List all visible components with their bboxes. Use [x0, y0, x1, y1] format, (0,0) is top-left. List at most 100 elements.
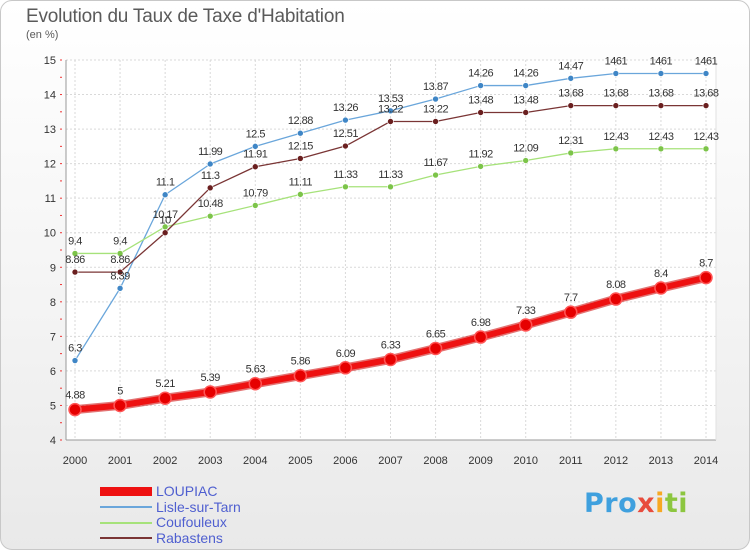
data-labels: 6.3 8.39 11.1 11.99 12.5 12.88 13.26 13.53 13.87… [65, 55, 719, 401]
y-tick-label: 5 [50, 400, 56, 412]
legend-item: LOUPIAC [100, 483, 241, 500]
data-point [567, 102, 575, 109]
data-point [564, 305, 578, 319]
unit-label: (en %) [26, 29, 59, 41]
data-label: 13.68 [603, 88, 628, 100]
data-label: 8.7 [699, 258, 713, 270]
data-label: 13.22 [423, 103, 448, 115]
data-label: 1461 [650, 55, 673, 67]
data-label: 6.33 [381, 340, 401, 352]
data-label: 13.68 [558, 88, 583, 100]
chart-title: Evolution du Taux de Taxe d'Habitation [26, 6, 345, 27]
data-point [477, 109, 484, 116]
data-label: 12.43 [693, 131, 718, 143]
data-point [297, 191, 304, 198]
data-point [657, 102, 665, 109]
data-label: 7.33 [516, 305, 536, 317]
y-tick-label: 11 [45, 193, 56, 205]
logo-letters: Pro [584, 488, 638, 519]
data-point [612, 102, 620, 109]
x-tick-label: 2010 [513, 455, 537, 467]
data-label: 8.08 [606, 279, 626, 291]
x-tick-label: 2003 [198, 455, 222, 467]
data-label: 5.21 [155, 378, 175, 390]
data-label: 7.7 [564, 292, 578, 304]
legend-label: Coufouleux [156, 514, 227, 530]
legend-swatch [100, 487, 152, 497]
data-label: 11.99 [198, 146, 223, 158]
logo-letter-i: i [655, 488, 665, 519]
data-point [297, 155, 304, 162]
data-label: 11.3 [201, 170, 220, 182]
data-label: 5.86 [291, 356, 311, 368]
data-label: 11.33 [333, 169, 358, 181]
data-point [116, 285, 124, 292]
data-point [342, 183, 349, 191]
data-point [116, 268, 124, 276]
x-tick-label: 2012 [604, 455, 628, 467]
data-point [432, 95, 439, 103]
data-label: 4.88 [65, 390, 85, 402]
legend-label: LOUPIAC [156, 483, 218, 499]
data-point [71, 268, 79, 276]
data-label: 6.09 [336, 348, 356, 360]
y-tick-label: 13 [44, 124, 56, 136]
data-point [71, 357, 79, 364]
data-point [477, 163, 484, 170]
data-label: 14.26 [468, 68, 493, 80]
data-point [567, 149, 575, 157]
legend-label: Lisle-sur-Tarn [156, 498, 241, 515]
data-label: 14.26 [513, 68, 538, 80]
data-point [206, 184, 214, 192]
x-tick-label: 2000 [63, 455, 87, 467]
y-tick-label: 15 [44, 55, 56, 67]
data-label: 13.48 [513, 95, 538, 107]
x-tick-label: 2014 [694, 455, 718, 467]
data-point [522, 157, 530, 164]
data-point [251, 163, 259, 171]
data-label: 12.51 [333, 128, 358, 140]
data-point [113, 398, 127, 413]
data-point [657, 70, 665, 77]
x-tick-label: 2009 [468, 455, 492, 467]
data-point [68, 402, 82, 417]
data-point [387, 183, 394, 191]
data-point [432, 118, 439, 125]
x-tick-label: 2013 [649, 455, 673, 467]
data-point [702, 70, 710, 77]
data-point [206, 160, 214, 168]
data-point [116, 250, 124, 257]
data-label: 13.22 [378, 103, 403, 115]
axes: 4 5 6 7 8 9 10 11 12 13 14 15 2000 2001 2002 2003 2004 20… [44, 55, 718, 467]
logo-letter-x: x [637, 488, 656, 519]
legend-swatch [100, 521, 152, 524]
data-point [158, 391, 172, 405]
data-point [612, 70, 620, 77]
data-label: 8.4 [654, 268, 668, 280]
x-tick-label: 2011 [559, 455, 583, 467]
data-point [654, 281, 668, 295]
data-label: 10 [160, 215, 172, 227]
data-label: 5.39 [201, 372, 221, 384]
data-point [612, 145, 620, 153]
data-label: 6.65 [426, 328, 446, 340]
y-tick-label: 4 [50, 435, 56, 447]
data-point [293, 368, 308, 383]
data-label: 13.68 [648, 88, 673, 100]
legend-swatch [100, 537, 152, 540]
data-label: 5 [117, 385, 123, 397]
data-label: 12.15 [288, 140, 313, 152]
y-tick-label: 12 [44, 159, 56, 171]
logo-letters-ti: ti [664, 488, 689, 519]
data-label: 8.86 [110, 254, 130, 266]
data-point [203, 385, 217, 399]
data-point [342, 116, 349, 124]
data-point [387, 107, 394, 115]
legend-swatch [100, 506, 152, 509]
data-point [251, 202, 259, 209]
data-point [522, 82, 530, 89]
data-point [383, 352, 398, 367]
data-point [71, 250, 79, 257]
data-label: 12.5 [246, 128, 266, 140]
legend: LOUPIAC Lisle-sur-Tarn Coufouleux Rabastens [100, 483, 241, 546]
